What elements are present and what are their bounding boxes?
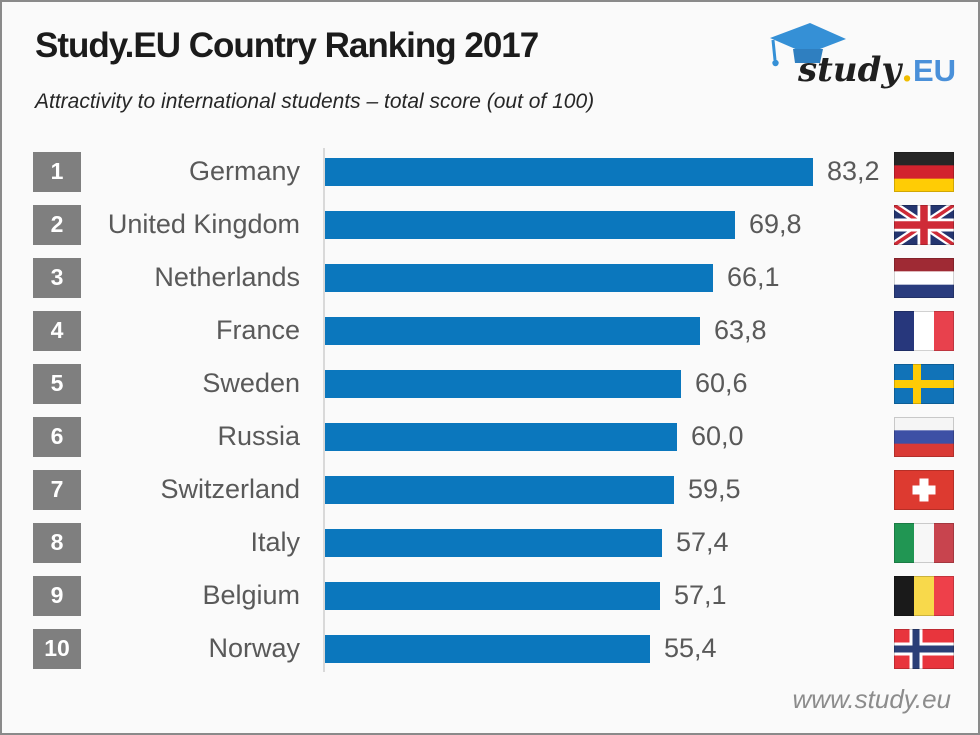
ranking-row: 9 Belgium 57,1 — [2, 569, 978, 622]
logo-dot: . — [901, 50, 913, 90]
flag-norway — [894, 628, 954, 669]
country-label: United Kingdom — [107, 209, 300, 239]
flag-sweden — [894, 363, 954, 404]
score-value: 63,8 — [714, 315, 767, 345]
flag-netherlands — [894, 257, 954, 298]
logo-wordmark: study.EU — [798, 50, 956, 90]
ranking-row: 10 Norway 55,4 — [2, 622, 978, 675]
page-title: Study.EU Country Ranking 2017 — [35, 26, 539, 65]
score-value: 66,1 — [727, 262, 780, 292]
rank-badge: 5 — [33, 363, 81, 404]
logo-word: study — [798, 50, 902, 90]
website-url: www.study.eu — [792, 684, 951, 714]
rank-badge: 10 — [33, 628, 81, 669]
flag-united-kingdom — [894, 204, 954, 245]
axis-baseline — [323, 148, 325, 672]
rank-badge: 3 — [33, 257, 81, 298]
ranking-row: 3 Netherlands 66,1 — [2, 251, 978, 304]
rank-badge: 2 — [33, 204, 81, 245]
flag-switzerland — [894, 469, 954, 510]
country-label: Belgium — [202, 580, 300, 610]
ranking-row: 4 France 63,8 — [2, 304, 978, 357]
rank-badge: 8 — [33, 522, 81, 563]
rank-badge: 1 — [33, 151, 81, 192]
rank-badge: 9 — [33, 575, 81, 616]
ranking-row: 2 United Kingdom 69,8 — [2, 198, 978, 251]
score-bar — [325, 476, 674, 504]
ranking-row: 1 Germany 83,2 — [2, 145, 978, 198]
score-value: 83,2 — [827, 156, 880, 186]
bar-zone: 57,1 — [324, 569, 894, 622]
country-label: France — [215, 315, 300, 345]
score-bar — [325, 582, 660, 610]
score-bar — [325, 264, 713, 292]
score-value: 69,8 — [749, 209, 802, 239]
ranking-row: 7 Switzerland 59,5 — [2, 463, 978, 516]
rank-badge: 4 — [33, 310, 81, 351]
score-value: 60,0 — [691, 421, 744, 451]
flag-russia — [894, 416, 954, 457]
score-bar — [325, 317, 700, 345]
score-bar — [325, 635, 650, 663]
bar-zone: 63,8 — [324, 304, 894, 357]
ranking-row: 6 Russia 60,0 — [2, 410, 978, 463]
country-label: Italy — [250, 527, 300, 557]
bar-chart: 1 Germany 83,2 2 United Kingdom 69,8 3 N… — [2, 145, 978, 675]
score-value: 57,1 — [674, 580, 727, 610]
country-label: Netherlands — [154, 262, 300, 292]
score-value: 57,4 — [676, 527, 729, 557]
bar-zone: 59,5 — [324, 463, 894, 516]
bar-zone: 66,1 — [324, 251, 894, 304]
flag-italy — [894, 522, 954, 563]
graduation-cap-icon — [770, 23, 846, 67]
rank-badge: 7 — [33, 469, 81, 510]
score-bar — [325, 423, 677, 451]
country-label: Norway — [208, 633, 300, 663]
score-bar — [325, 370, 681, 398]
bar-zone: 55,4 — [324, 622, 894, 675]
country-label: Russia — [217, 421, 300, 451]
bar-zone: 57,4 — [324, 516, 894, 569]
chart-subtitle: Attractivity to international students –… — [35, 90, 595, 113]
ranking-row: 8 Italy 57,4 — [2, 516, 978, 569]
bar-zone: 69,8 — [324, 198, 894, 251]
score-bar — [325, 529, 662, 557]
score-value: 59,5 — [688, 474, 741, 504]
score-bar — [325, 211, 735, 239]
bar-zone: 60,0 — [324, 410, 894, 463]
flag-france — [894, 310, 954, 351]
country-label: Switzerland — [160, 474, 300, 504]
score-bar — [325, 158, 813, 186]
bar-zone: 60,6 — [324, 357, 894, 410]
bar-zone: 83,2 — [324, 145, 894, 198]
ranking-rows: 1 Germany 83,2 2 United Kingdom 69,8 3 N… — [2, 145, 978, 675]
rank-badge: 6 — [33, 416, 81, 457]
flag-germany — [894, 151, 954, 192]
country-label: Germany — [188, 156, 300, 186]
score-value: 60,6 — [695, 368, 748, 398]
flag-belgium — [894, 575, 954, 616]
country-label: Sweden — [202, 368, 300, 398]
score-value: 55,4 — [664, 633, 717, 663]
ranking-row: 5 Sweden 60,6 — [2, 357, 978, 410]
logo-tld: EU — [912, 53, 957, 88]
studyeu-logo: study.EU — [762, 16, 956, 92]
